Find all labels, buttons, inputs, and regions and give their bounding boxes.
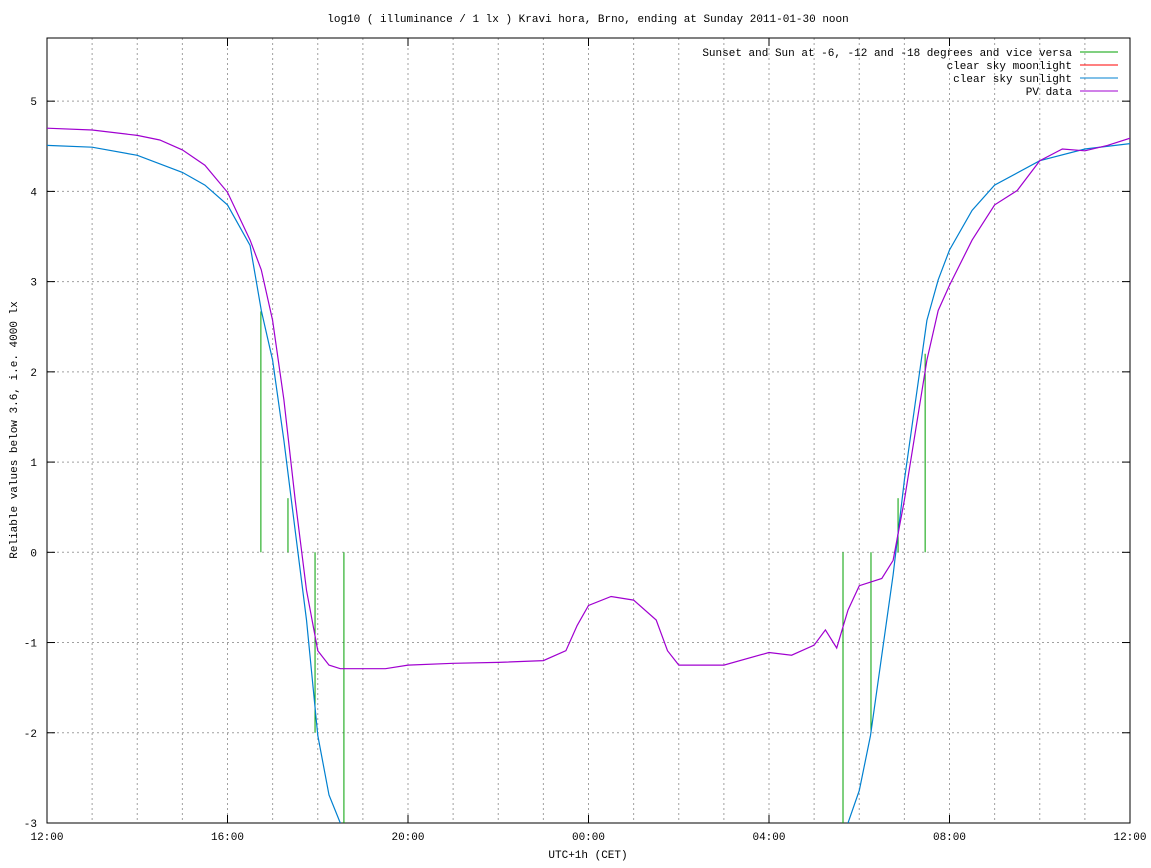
legend-label: clear sky moonlight [947,61,1072,73]
x-tick-label: 20:00 [391,832,424,844]
y-tick-label: 1 [30,458,37,470]
y-axis-label: Reliable values below 3.6, i.e. 4000 lx [9,301,21,559]
x-tick-label: 12:00 [1113,832,1146,844]
y-tick-label: 4 [30,187,37,199]
x-tick-label: 04:00 [752,832,785,844]
series-line [47,127,1130,670]
x-tick-label: 16:00 [211,832,244,844]
x-tick-label: 12:00 [30,832,63,844]
x-tick-label: 00:00 [572,832,605,844]
chart-title: log10 ( illuminance / 1 lx ) Kravi hora,… [327,14,849,26]
y-tick-label: 2 [30,368,37,380]
y-tick-label: -3 [24,819,37,831]
x-tick-label: 08:00 [933,832,966,844]
legend-label: clear sky sunlight [953,74,1072,86]
y-tick-label: 5 [30,97,37,109]
y-tick-label: 3 [30,278,37,290]
plot-frame [46,37,1131,824]
y-tick-label: 0 [30,548,37,560]
x-axis-label: UTC+1h (CET) [548,850,627,862]
y-tick-label: -1 [24,639,38,651]
series-line [47,143,1130,823]
legend-label: Sunset and Sun at -6, -12 and -18 degree… [702,48,1072,60]
legend-label: PV data [1026,87,1073,99]
y-tick-label: -2 [24,729,37,741]
